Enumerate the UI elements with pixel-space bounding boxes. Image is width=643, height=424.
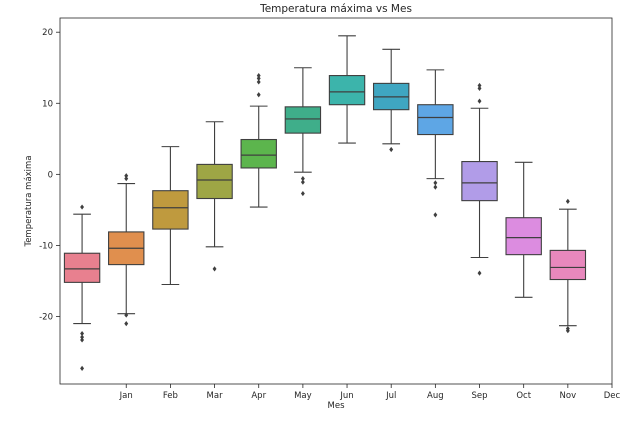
outlier-point: [477, 85, 482, 91]
outlier-point: [80, 330, 85, 337]
x-tick-label: Sep: [472, 391, 488, 401]
box-iqr: [505, 217, 542, 256]
outlier-point: [433, 180, 438, 186]
outlier-point: [565, 198, 570, 204]
outlier-point: [80, 337, 85, 343]
y-tick-label: 20: [42, 28, 53, 38]
box-iqr: [152, 190, 189, 230]
box-group: [63, 204, 101, 371]
x-tick-label: Dec: [604, 391, 621, 401]
box-group: [196, 121, 233, 272]
x-tick-label: Mar: [207, 391, 224, 401]
y-tick-label: -10: [39, 241, 53, 251]
box-group: [461, 82, 498, 276]
box-group: [284, 67, 322, 197]
outlier-point: [300, 190, 305, 197]
box-iqr: [284, 106, 322, 134]
box-group: [108, 173, 145, 327]
x-tick-label: Apr: [251, 391, 266, 401]
x-tick-label: Nov: [560, 391, 577, 401]
outlier-point: [565, 328, 570, 334]
x-tick-label: Jan: [119, 391, 133, 401]
y-tick-label: 0: [48, 170, 53, 180]
outlier-point: [477, 82, 482, 89]
outlier-point: [80, 204, 85, 210]
outlier-point: [212, 266, 217, 272]
outlier-point: [256, 72, 261, 79]
y-axis-label: Temperatura máxima: [24, 155, 34, 247]
y-axis: -20 -10 0 10 20: [39, 28, 60, 322]
box-iqr: [461, 161, 498, 202]
x-tick-label: Feb: [163, 391, 178, 401]
box-iqr: [63, 252, 101, 283]
plot-boxes: [63, 35, 587, 371]
outlier-point: [300, 176, 305, 182]
outlier-point: [256, 75, 261, 82]
box-iqr: [240, 138, 277, 169]
box-iqr: [549, 249, 587, 281]
box-group: [152, 146, 189, 286]
box-group: [372, 48, 410, 153]
chart-title: Temperatura máxima vs Mes: [259, 3, 412, 15]
outlier-point: [300, 179, 305, 185]
box-group: [328, 35, 366, 144]
x-tick-label: Oct: [516, 391, 531, 401]
outlier-point: [433, 212, 438, 218]
box-iqr: [417, 104, 454, 136]
x-tick-label: Jul: [385, 391, 396, 401]
box-group: [505, 161, 542, 298]
box-iqr: [196, 163, 233, 200]
outlier-point: [256, 79, 261, 85]
x-tick-label: Jun: [339, 391, 353, 401]
outlier-point: [124, 312, 129, 318]
box-group: [417, 69, 454, 218]
box-group: [240, 72, 277, 208]
outlier-point: [80, 365, 85, 371]
box-iqr: [328, 75, 366, 106]
outlier-point: [477, 98, 482, 104]
x-tick-label: May: [294, 391, 312, 401]
outlier-point: [124, 173, 129, 179]
outlier-point: [433, 184, 438, 190]
outlier-point: [256, 92, 261, 98]
outlier-point: [80, 334, 85, 340]
x-tick-label: Aug: [427, 391, 444, 401]
outlier-point: [389, 146, 394, 153]
x-axis-label: Mes: [328, 401, 346, 411]
plot-frame: [59, 17, 613, 385]
outlier-point: [124, 176, 129, 182]
outlier-point: [124, 320, 129, 327]
y-tick-label: 10: [42, 99, 53, 109]
box-group: [549, 198, 587, 334]
y-tick-label: -20: [39, 312, 53, 322]
x-axis: Jan Feb Mar Apr May Jun Jul Aug Sep Oct Nov Dec: [119, 384, 621, 401]
outlier-point: [477, 270, 482, 276]
